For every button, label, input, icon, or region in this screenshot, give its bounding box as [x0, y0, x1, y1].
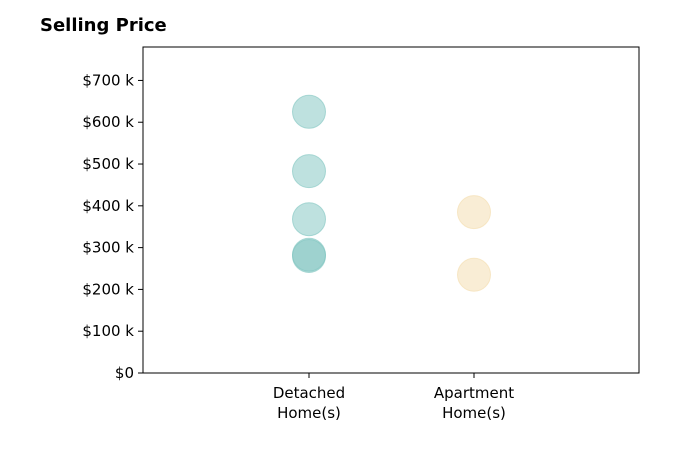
y-tick-label: $400 k — [82, 197, 134, 215]
data-point — [292, 94, 326, 129]
y-tick-label: $100 k — [82, 322, 134, 340]
x-tick-label: Apartment — [434, 384, 514, 402]
y-tick-label: $700 k — [82, 71, 134, 89]
plot-area-frame — [142, 46, 640, 374]
y-tick-label: $300 k — [82, 239, 134, 257]
x-tick-label: Detached — [273, 384, 345, 402]
data-point — [292, 154, 326, 189]
x-tick-label: Home(s) — [277, 404, 341, 422]
y-tick-label: $500 k — [82, 155, 134, 173]
data-point — [292, 238, 326, 273]
chart-title: Selling Price — [40, 15, 167, 36]
y-tick-label: $200 k — [82, 280, 134, 298]
data-point — [457, 257, 491, 292]
y-axis: $0 $100 k $200 k $300 k $400 k $500 k $600 k $7… — [82, 71, 143, 382]
y-tick-label: $0 — [115, 364, 134, 382]
data-point — [457, 195, 491, 230]
data-points — [292, 94, 491, 292]
y-tick-label: $600 k — [82, 113, 134, 131]
data-point — [292, 202, 326, 237]
x-tick-label: Home(s) — [442, 404, 506, 422]
x-axis: Detached Home(s) Apartment Home(s) — [273, 373, 514, 422]
